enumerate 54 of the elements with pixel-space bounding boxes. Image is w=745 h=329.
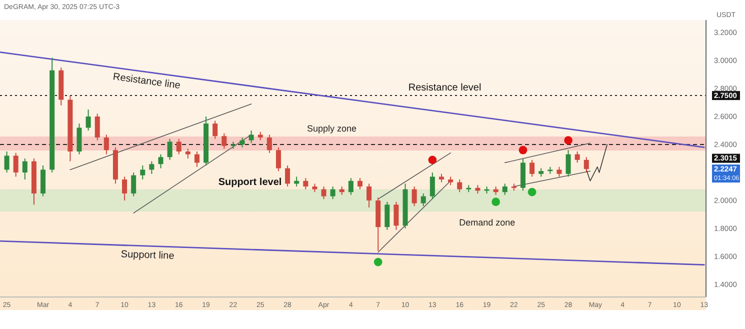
point — [528, 188, 536, 196]
candlestick — [40, 164, 46, 197]
candlestick — [22, 158, 28, 180]
text: Resistance line — [112, 72, 182, 92]
candlestick — [158, 154, 164, 169]
candlestick — [584, 156, 589, 173]
candlestick — [502, 183, 508, 196]
candlestick — [330, 186, 336, 200]
candlestick — [94, 113, 100, 141]
candlestick — [457, 178, 462, 193]
candlestick — [566, 150, 571, 178]
band-label: Demand zone — [459, 218, 516, 228]
candlestick — [212, 120, 218, 140]
candlestick — [530, 159, 535, 178]
series-label: Support line — [120, 249, 175, 262]
ref-line-label: Resistance level — [408, 82, 482, 94]
candlestick — [76, 123, 82, 155]
point — [518, 146, 528, 154]
point — [564, 136, 572, 144]
candlestick — [248, 130, 254, 144]
candlestick — [574, 151, 580, 164]
band-label: Supply zone — [307, 124, 357, 134]
candlestick — [140, 164, 146, 180]
point — [374, 258, 382, 266]
candlestick — [556, 166, 562, 178]
candlestick — [394, 201, 399, 230]
candlestick — [131, 172, 136, 197]
candlestick — [122, 176, 128, 201]
candlestick — [420, 192, 426, 207]
candlestick — [13, 152, 18, 178]
candlestick — [4, 151, 10, 173]
candlestick — [384, 201, 390, 230]
candlestick — [240, 137, 245, 148]
candlestick — [321, 186, 326, 200]
candlestick — [430, 172, 435, 200]
candlestick — [366, 183, 372, 208]
candlestick — [303, 178, 308, 190]
candlestick — [149, 160, 154, 174]
candlestick — [266, 134, 272, 154]
candlestick — [104, 134, 109, 155]
candlestick — [285, 164, 290, 187]
candlestick — [276, 146, 281, 172]
annotation: Support level — [218, 177, 282, 188]
candlestick — [194, 151, 200, 168]
candlestick — [412, 186, 417, 207]
point — [428, 156, 437, 164]
candlestick — [222, 132, 227, 150]
candlestick — [348, 178, 354, 196]
candlestick — [86, 109, 91, 132]
point — [492, 198, 500, 206]
candlestick — [167, 138, 172, 160]
candlestick — [357, 178, 362, 190]
candlestick — [185, 148, 190, 159]
candlestick — [176, 138, 182, 155]
